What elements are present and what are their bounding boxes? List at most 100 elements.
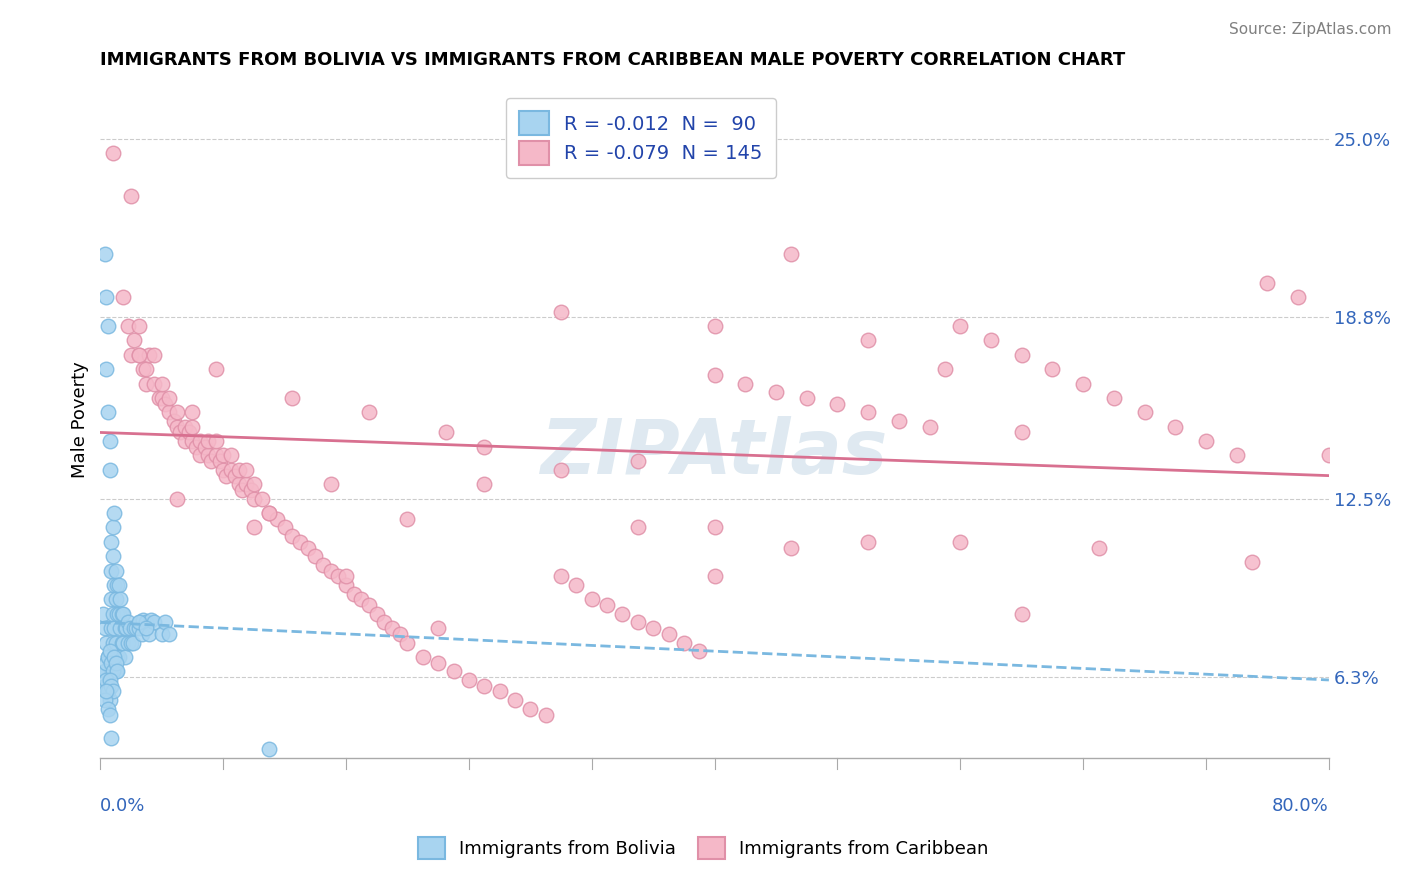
Point [215, 468, 238, 483]
Point [980, 334, 1002, 348]
Point [197, 449, 219, 463]
Point [212, 449, 235, 463]
Point [100, 731, 122, 745]
Point [200, 454, 222, 468]
Point [100, 656, 122, 670]
Point [150, 376, 173, 391]
Point [94, 665, 117, 679]
Point [118, 621, 141, 635]
Point [111, 635, 134, 649]
Text: IMMIGRANTS FROM BOLIVIA VS IMMIGRANTS FROM CARIBBEAN MALE POVERTY CORRELATION CH: IMMIGRANTS FROM BOLIVIA VS IMMIGRANTS FR… [100, 51, 1126, 69]
Point [104, 656, 127, 670]
Point [110, 621, 132, 635]
Point [105, 578, 128, 592]
Point [96, 290, 118, 304]
Point [228, 463, 250, 477]
Point [96, 673, 118, 687]
Point [114, 649, 136, 664]
Point [304, 549, 326, 564]
Point [228, 477, 250, 491]
Point [120, 635, 142, 649]
Point [117, 635, 139, 649]
Point [166, 405, 188, 419]
Point [335, 578, 357, 592]
Point [128, 615, 150, 630]
Point [596, 598, 619, 612]
Point [97, 318, 120, 333]
Point [104, 635, 127, 649]
Point [1071, 376, 1094, 391]
Point [135, 615, 157, 630]
Point [103, 578, 125, 592]
Point [319, 477, 342, 491]
Point [703, 318, 725, 333]
Point [359, 405, 381, 419]
Point [138, 348, 160, 362]
Point [312, 558, 335, 572]
Point [103, 649, 125, 664]
Point [98, 693, 121, 707]
Point [112, 635, 135, 649]
Point [1087, 541, 1109, 555]
Point [366, 607, 388, 621]
Point [111, 607, 134, 621]
Point [188, 434, 211, 448]
Point [335, 569, 357, 583]
Point [319, 564, 342, 578]
Point [135, 376, 157, 391]
Point [101, 635, 124, 649]
Point [328, 569, 350, 583]
Point [887, 414, 910, 428]
Point [98, 644, 121, 658]
Point [1286, 290, 1309, 304]
Point [488, 684, 510, 698]
Point [128, 348, 150, 362]
Point [107, 649, 129, 664]
Point [103, 649, 125, 664]
Point [856, 334, 879, 348]
Point [94, 679, 117, 693]
Point [212, 463, 235, 477]
Point [627, 520, 650, 534]
Point [120, 189, 142, 203]
Point [250, 491, 273, 506]
Point [97, 702, 120, 716]
Point [114, 621, 136, 635]
Point [643, 621, 665, 635]
Point [856, 405, 879, 419]
Point [1195, 434, 1218, 448]
Point [273, 520, 295, 534]
Point [100, 679, 122, 693]
Point [239, 483, 262, 497]
Point [219, 463, 242, 477]
Point [949, 318, 972, 333]
Point [204, 434, 226, 448]
Point [104, 665, 127, 679]
Point [381, 621, 404, 635]
Point [96, 684, 118, 698]
Legend: Immigrants from Bolivia, Immigrants from Caribbean: Immigrants from Bolivia, Immigrants from… [406, 826, 1000, 870]
Point [1042, 362, 1064, 376]
Point [159, 627, 181, 641]
Point [128, 621, 150, 635]
Point [100, 592, 122, 607]
Point [472, 679, 495, 693]
Point [96, 362, 118, 376]
Point [112, 290, 135, 304]
Point [93, 607, 115, 621]
Point [780, 247, 803, 261]
Point [550, 304, 572, 318]
Point [143, 615, 166, 630]
Point [534, 707, 557, 722]
Point [143, 376, 166, 391]
Point [388, 627, 411, 641]
Point [243, 477, 266, 491]
Point [243, 520, 266, 534]
Point [166, 491, 188, 506]
Point [1164, 419, 1187, 434]
Point [1226, 449, 1249, 463]
Point [112, 607, 135, 621]
Point [288, 534, 311, 549]
Point [163, 414, 186, 428]
Point [139, 613, 162, 627]
